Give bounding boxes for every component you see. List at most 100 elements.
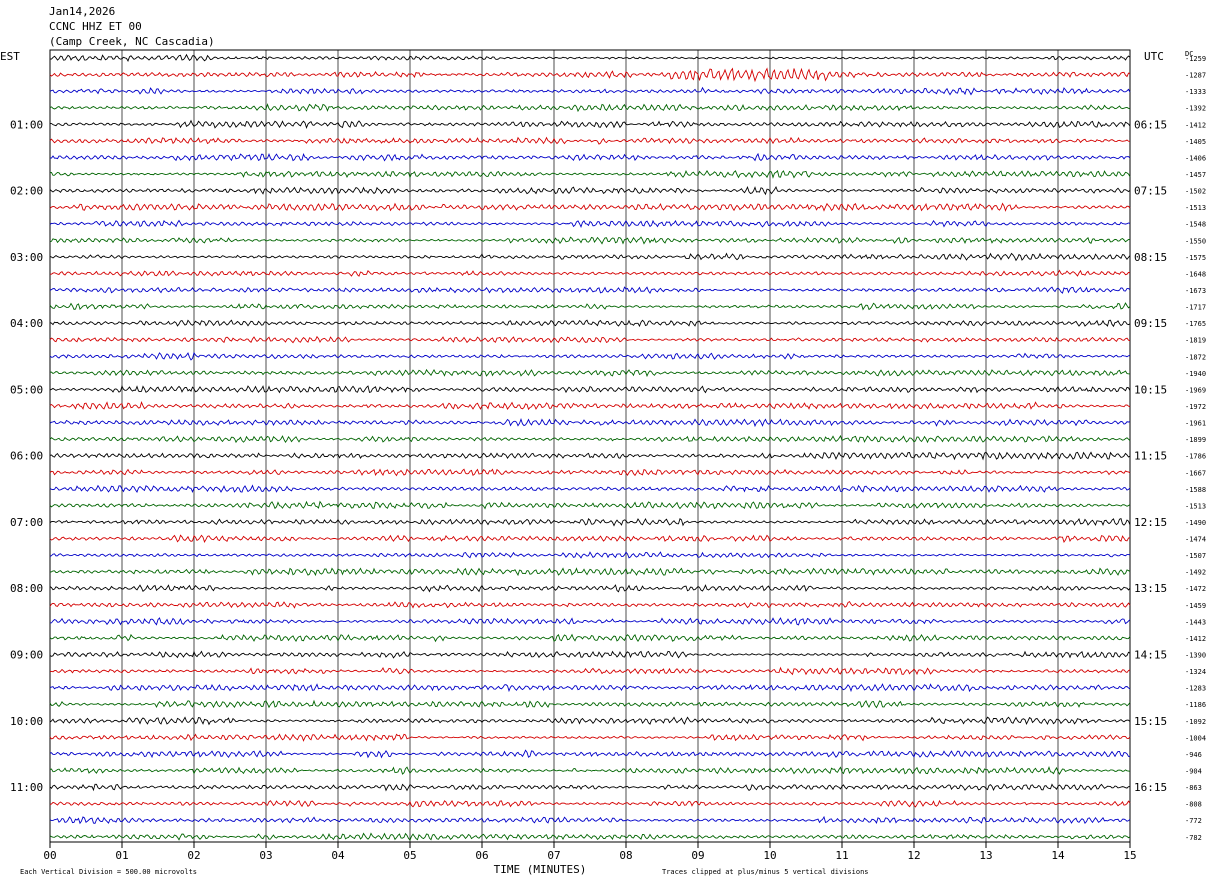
dc-offset-label: -1588 xyxy=(1185,486,1206,494)
trace-line xyxy=(49,601,1131,609)
trace-line xyxy=(49,219,1131,229)
dc-offset-label: -1492 xyxy=(1185,569,1206,577)
dc-offset-label: -863 xyxy=(1185,784,1202,792)
x-tick-label: 02 xyxy=(187,849,200,862)
x-tick-label: 09 xyxy=(691,849,704,862)
hour-label-right: 12:15 xyxy=(1134,516,1167,529)
trace-line xyxy=(49,584,1131,593)
dc-offset-label: -1457 xyxy=(1185,171,1206,179)
dc-offset-label: -1548 xyxy=(1185,221,1206,229)
dc-offset-label: -1412 xyxy=(1185,121,1206,129)
hour-label-right: 10:15 xyxy=(1134,383,1167,396)
dc-offset-label: -1940 xyxy=(1185,370,1206,378)
hour-label-left: 08:00 xyxy=(10,582,43,595)
dc-offset-label: -1474 xyxy=(1185,536,1206,544)
trace-line xyxy=(49,418,1131,428)
trace-line xyxy=(49,699,1131,709)
trace-line xyxy=(49,401,1131,411)
trace-line xyxy=(49,269,1131,277)
trace-line xyxy=(49,152,1131,162)
hour-label-left: 10:00 xyxy=(10,715,43,728)
trace-line xyxy=(49,683,1131,693)
trace-line xyxy=(49,119,1131,130)
x-tick-label: 04 xyxy=(331,849,345,862)
dc-offset-label: -1667 xyxy=(1185,469,1206,477)
right-timezone-label: UTC xyxy=(1144,50,1164,63)
hour-label-right: 11:15 xyxy=(1134,450,1167,463)
trace-line xyxy=(49,783,1131,792)
dc-offset-label: -1412 xyxy=(1185,635,1206,643)
trace-line xyxy=(49,749,1131,759)
trace-line xyxy=(49,551,1131,559)
trace-line xyxy=(49,666,1131,676)
location-label: (Camp Creek, NC Cascadia) xyxy=(49,35,215,48)
dc-offset-label: -1899 xyxy=(1185,436,1206,444)
hour-label-right: 08:15 xyxy=(1134,251,1167,264)
hour-label-right: 14:15 xyxy=(1134,649,1167,662)
date-label: Jan14,2026 xyxy=(49,5,116,18)
dc-offset-label: -1969 xyxy=(1185,386,1206,394)
x-tick-label: 01 xyxy=(115,849,128,862)
trace-line xyxy=(49,434,1131,444)
hour-label-right: 09:15 xyxy=(1134,317,1167,330)
trace-line xyxy=(49,351,1131,361)
dc-offset-label: -1092 xyxy=(1185,718,1206,726)
trace-line xyxy=(49,319,1131,328)
hour-label-left: 04:00 xyxy=(10,317,43,330)
seismic-traces xyxy=(49,53,1131,841)
dc-offset-label: -1673 xyxy=(1185,287,1206,295)
x-tick-label: 03 xyxy=(259,849,272,862)
trace-line xyxy=(49,335,1131,344)
trace-line xyxy=(49,67,1131,83)
dc-offset-label: -1648 xyxy=(1185,270,1206,278)
dc-offset-label: -1490 xyxy=(1185,519,1206,527)
hour-label-left: 03:00 xyxy=(10,251,43,264)
dc-offset-label: -1392 xyxy=(1185,105,1206,113)
trace-line xyxy=(49,185,1131,196)
hour-label-left: 01:00 xyxy=(10,118,43,131)
trace-line xyxy=(49,484,1131,494)
scale-note: Each Vertical Division = 500.00 microvol… xyxy=(20,868,197,876)
dc-offset-label: -1287 xyxy=(1185,72,1206,80)
trace-line xyxy=(49,302,1131,311)
trace-line xyxy=(49,451,1131,461)
trace-line xyxy=(49,368,1131,378)
hour-label-left: 02:00 xyxy=(10,185,43,198)
dc-offset-label: -1765 xyxy=(1185,320,1206,328)
trace-line xyxy=(49,815,1131,825)
dc-offset-label: -1459 xyxy=(1185,602,1206,610)
trace-line xyxy=(49,633,1131,643)
trace-line xyxy=(49,252,1131,262)
trace-line xyxy=(49,286,1131,294)
dc-header-label: DC xyxy=(1185,50,1193,58)
dc-offset-label: -1283 xyxy=(1185,685,1206,693)
dc-offset-label: -1406 xyxy=(1185,154,1206,162)
dc-offset-label: -1004 xyxy=(1185,734,1206,742)
dc-offset-label: -1819 xyxy=(1185,337,1206,345)
x-tick-label: 13 xyxy=(979,849,992,862)
trace-line xyxy=(49,765,1131,775)
x-tick-label: 11 xyxy=(835,849,848,862)
trace-line xyxy=(49,236,1131,245)
dc-offset-label: -1961 xyxy=(1185,420,1206,428)
dc-offset-label: -1972 xyxy=(1185,403,1206,411)
dc-offset-label: -1443 xyxy=(1185,618,1206,626)
plot-grid xyxy=(49,49,1131,848)
x-tick-label: 00 xyxy=(43,849,56,862)
hour-label-left: 11:00 xyxy=(10,781,43,794)
dc-offset-label: -1550 xyxy=(1185,237,1206,245)
clip-note: Traces clipped at plus/minus 5 vertical … xyxy=(662,868,869,876)
hour-label-left: 06:00 xyxy=(10,450,43,463)
trace-line xyxy=(49,534,1131,543)
dc-offset-label: -1507 xyxy=(1185,552,1206,560)
trace-line xyxy=(49,733,1131,742)
station-label: CCNC HHZ ET 00 xyxy=(49,20,142,33)
dc-offset-label: -1259 xyxy=(1185,55,1206,63)
hour-label-left: 09:00 xyxy=(10,649,43,662)
dc-offset-label: -808 xyxy=(1185,801,1202,809)
axis-labels: 00 01 02 03 04 05 06 07 08 09 10 11 12 13 14 15 -1259 -12… xyxy=(0,50,1206,876)
dc-offset-label: -1390 xyxy=(1185,652,1206,660)
dc-offset-label: -1333 xyxy=(1185,88,1206,96)
dc-offset-label: -1324 xyxy=(1185,668,1206,676)
dc-offset-label: -1575 xyxy=(1185,254,1206,262)
